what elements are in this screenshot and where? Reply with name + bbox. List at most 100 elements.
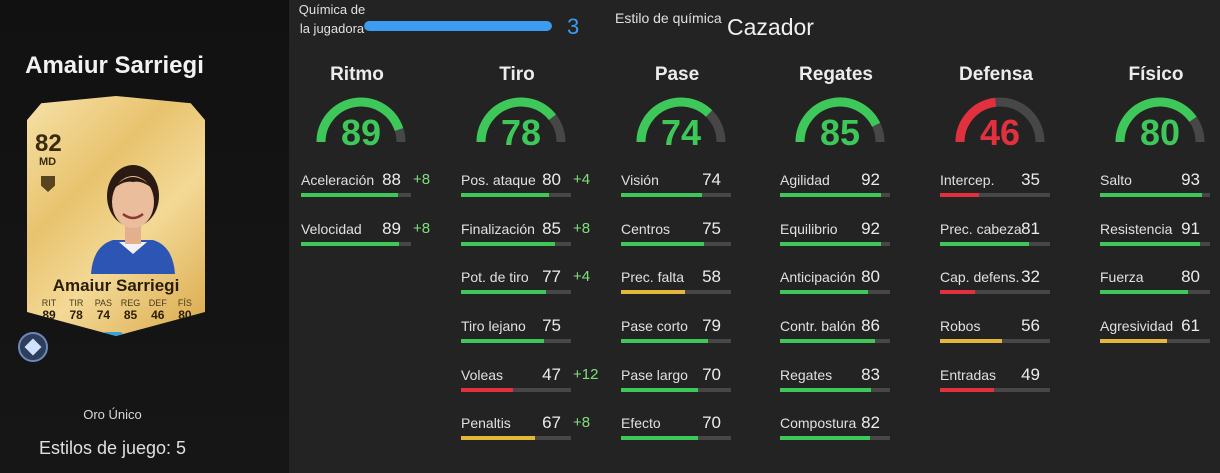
gauge-fill: [955, 97, 997, 143]
stat-label: Salto: [1100, 172, 1132, 188]
stat-bar-fill: [461, 193, 549, 197]
gauge-fill: [636, 97, 713, 143]
stat-value: 75: [542, 316, 561, 336]
stat-row-aceleracion[interactable]: Aceleración 88 +8: [301, 170, 451, 221]
stat-row-cap-defens[interactable]: Cap. defens. 32: [940, 267, 1090, 318]
stat-bar-fill: [621, 193, 703, 197]
stat-row-resistencia[interactable]: Resistencia 91: [1100, 219, 1220, 270]
card-stat: FÍS 80: [173, 298, 197, 322]
stat-row-agresividad[interactable]: Agresividad 61: [1100, 316, 1220, 367]
card-stat-label: RIT: [41, 298, 57, 308]
stat-row-pase-corto[interactable]: Pase corto 79: [621, 316, 771, 367]
stat-row-agilidad[interactable]: Agilidad 92: [780, 170, 930, 221]
stat-row-salto[interactable]: Salto 93: [1100, 170, 1220, 221]
stat-row-pase-largo[interactable]: Pase largo 70: [621, 365, 771, 416]
rating-gauge: [795, 97, 885, 143]
stat-row-velocidad[interactable]: Velocidad 89 +8: [301, 218, 451, 270]
stat-bar: [1100, 241, 1210, 246]
stat-label: Pos. ataque: [461, 172, 536, 188]
card-stat-value: 85: [123, 308, 138, 322]
stat-bar: [940, 193, 1050, 197]
chemistry-style-value[interactable]: Cazador: [727, 14, 814, 40]
card-stat: TIR 78: [64, 298, 88, 322]
stat-row-finalizacion[interactable]: Finalización 85 +8: [461, 219, 611, 270]
rating-gauge: [316, 97, 406, 143]
stat-row-regates[interactable]: Regates 83: [780, 365, 930, 416]
card-stat: RIT 89: [37, 298, 61, 322]
category-title: Físico: [1128, 64, 1184, 85]
stat-value: 93: [1181, 170, 1200, 189]
chemistry-value: 3: [567, 14, 580, 39]
stat-value: 56: [1021, 316, 1040, 336]
stat-row-anticipacion[interactable]: Anticipación 80: [780, 267, 930, 318]
stat-value: 77: [542, 267, 561, 287]
stat-value: 89: [382, 218, 401, 238]
stat-value: 61: [1181, 316, 1200, 336]
stat-bar-fill: [780, 193, 882, 197]
stat-bar-fill: [780, 387, 872, 392]
rating-gauge: [636, 97, 726, 143]
stat-bar-fill: [1100, 339, 1168, 344]
rating-gauge: [1115, 97, 1205, 143]
stat-row-robos[interactable]: Robos 56: [940, 316, 1090, 367]
card-stat-label: REG: [120, 298, 141, 308]
stat-row-fuerza[interactable]: Fuerza 80: [1100, 267, 1220, 318]
club-logo-icon: [129, 332, 143, 336]
card-stat: REG 85: [119, 298, 143, 322]
stat-row-compostura[interactable]: Compostura 82: [780, 413, 930, 464]
stat-list: Agilidad 92 Equilibrio 92 Anticipación 80 Cont…: [780, 170, 930, 464]
stat-bar-fill: [780, 436, 871, 441]
stat-row-tiro-lejano[interactable]: Tiro lejano 75: [461, 316, 611, 367]
stat-list: Aceleración 88 +8 Velocidad 89 +8: [301, 170, 451, 270]
stat-bar-fill: [621, 290, 685, 295]
stat-bar-fill: [301, 193, 398, 197]
stat-label: Robos: [940, 318, 981, 335]
stat-bar-fill: [780, 339, 875, 344]
stat-boost: +4: [573, 171, 591, 188]
category-rating: 46: [979, 112, 1021, 153]
player-card[interactable]: 82 MD Amaiur Sarriegi RIT 89 TIR 78 PAS 74 …: [27, 96, 205, 336]
stat-value: 86: [861, 316, 880, 336]
stat-row-voleas[interactable]: Voleas 47 +12: [461, 365, 611, 416]
stat-value: 70: [702, 413, 721, 433]
rating-gauge: [476, 97, 566, 143]
playstyles-count[interactable]: Estilos de juego: 5: [38, 438, 187, 458]
stat-row-pot-de-tiro[interactable]: Pot. de tiro 77 +4: [461, 267, 611, 318]
stat-row-contr-balon[interactable]: Contr. balón 86: [780, 316, 930, 367]
stat-bar-fill: [461, 436, 535, 441]
stat-boost: +8: [413, 219, 431, 237]
category-title: Tiro: [499, 64, 535, 85]
stat-label: Finalización: [461, 220, 535, 237]
stat-bar-fill: [780, 241, 882, 246]
stat-row-equilibrio[interactable]: Equilibrio 92: [780, 219, 930, 270]
card-stat-value: 74: [96, 308, 111, 322]
stat-row-vision[interactable]: Visión 74: [621, 170, 771, 221]
card-stat-value: 78: [69, 308, 83, 322]
stat-list: Intercep. 35 Prec. cabeza 81 Cap. defens. 32 R…: [940, 170, 1090, 416]
player-panel: Amaiur Sarriegi 82 MD Amaiur Sarriegi RI…: [0, 0, 289, 473]
stat-row-pos-ataque[interactable]: Pos. ataque 80 +4: [461, 170, 611, 221]
stat-row-entradas[interactable]: Entradas 49: [940, 364, 1090, 416]
spain-flag-icon: [77, 332, 97, 336]
stat-value: 35: [1021, 170, 1040, 189]
stat-bar: [780, 387, 890, 392]
playstyle-plus-icon[interactable]: [18, 332, 48, 362]
stat-value: 75: [702, 218, 721, 238]
stat-label: Intercep.: [940, 172, 995, 188]
stat-row-prec-cabeza[interactable]: Prec. cabeza 81: [940, 219, 1090, 270]
card-stat-value: 46: [151, 308, 165, 322]
card-stat-label: PAS: [94, 298, 113, 308]
category-rating: 80: [1139, 112, 1181, 153]
stat-label: Equilibrio: [780, 220, 838, 237]
stat-row-efecto[interactable]: Efecto 70: [621, 413, 771, 464]
stat-value: 49: [1021, 364, 1040, 384]
stat-row-centros[interactable]: Centros 75: [621, 218, 771, 270]
stat-boost: +8: [573, 414, 591, 432]
stat-bar-fill: [461, 241, 555, 246]
stat-bar: [1100, 290, 1210, 295]
stat-row-prec-falta[interactable]: Prec. falta 58: [621, 267, 771, 318]
stat-label: Compostura: [780, 415, 857, 432]
stat-row-penaltis[interactable]: Penaltis 67 +8: [461, 413, 611, 464]
stat-row-intercep[interactable]: Intercep. 35: [940, 170, 1090, 221]
club-crest-icon: [41, 176, 55, 192]
